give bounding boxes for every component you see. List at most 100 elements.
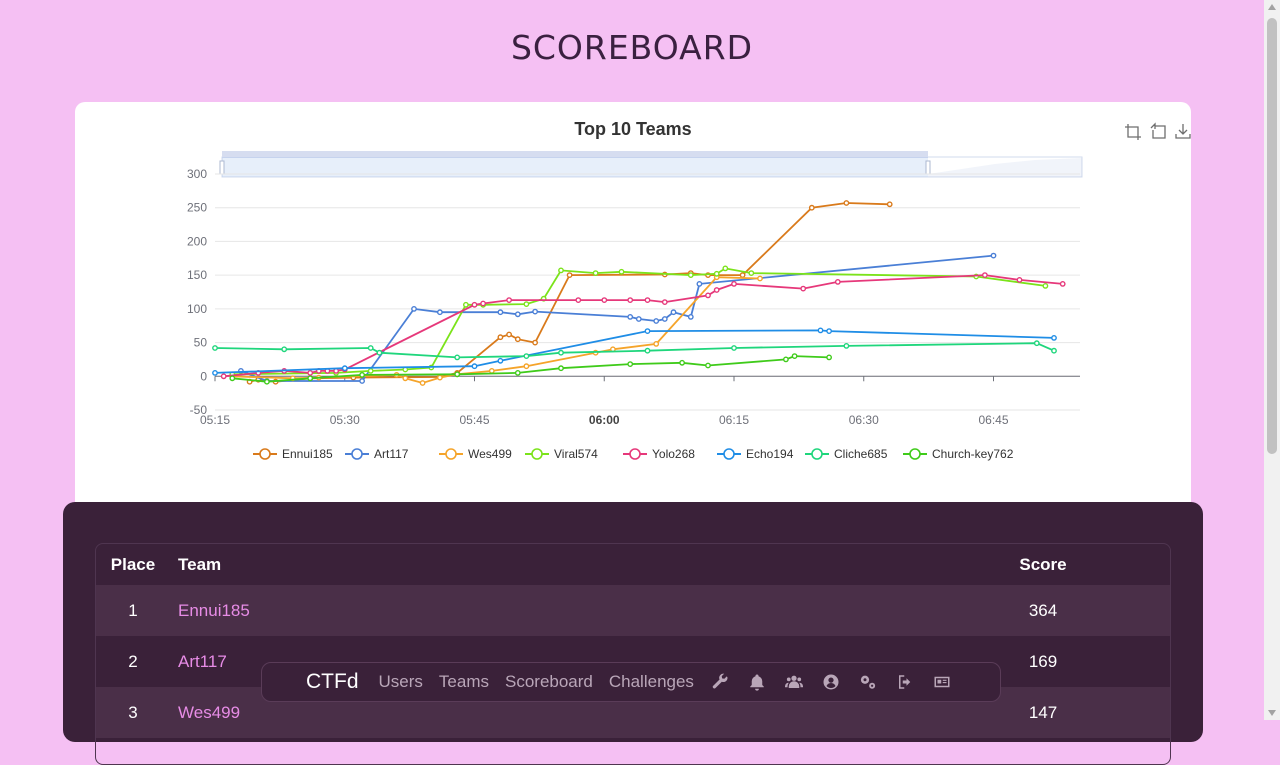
series-point — [514, 336, 521, 343]
series-point — [653, 340, 660, 347]
team-link[interactable]: Wes499 — [178, 702, 241, 722]
series-point — [722, 265, 729, 272]
series-point — [532, 308, 538, 315]
series-point — [462, 301, 469, 308]
series-point — [367, 367, 374, 374]
series-point — [506, 331, 512, 338]
user-circle-icon[interactable] — [821, 672, 841, 692]
series-point — [497, 309, 504, 316]
chart-card: Top 10 Teams 300 250 200 150 100 50 0 -50 05:15 05… — [75, 102, 1191, 522]
header-team: Team — [178, 554, 222, 574]
bell-icon[interactable] — [747, 672, 767, 692]
header-score: Score — [1019, 554, 1067, 574]
x-tick-label: 06:15 — [719, 413, 749, 427]
restore-icon-glyph — [1150, 122, 1166, 139]
legend-item[interactable]: Ennui185 — [282, 447, 333, 461]
series-point — [281, 346, 288, 353]
series-point — [644, 328, 651, 335]
series-point — [826, 328, 832, 335]
scroll-up-arrow[interactable] — [1268, 4, 1276, 10]
series-point — [791, 353, 798, 360]
series-point — [705, 362, 711, 369]
series-point — [808, 204, 815, 211]
x-tick-label: 06:45 — [978, 413, 1008, 427]
series-point — [471, 363, 478, 370]
table-row: 2 Art117 169 — [96, 636, 1170, 687]
legend-item[interactable]: Echo194 — [746, 447, 794, 461]
series-point — [376, 349, 383, 356]
series-line — [223, 274, 1063, 378]
series-line — [214, 342, 1055, 359]
series-point — [419, 380, 426, 386]
series-point — [748, 270, 755, 277]
scoreboard-table: Place Team Score 1 Ennui185 364 2 Art117… — [95, 543, 1171, 765]
bottom-navbar: CTFd Users Teams Scoreboard Challenges — [261, 662, 1001, 702]
series-point — [212, 345, 218, 351]
legend-marker — [723, 448, 735, 460]
series-point — [618, 268, 625, 275]
chart-title: Top 10 Teams — [574, 119, 691, 139]
legend-marker — [629, 448, 641, 460]
series-point — [436, 309, 443, 316]
legend-item[interactable]: Art117 — [374, 447, 409, 461]
legend-item[interactable]: Yolo268 — [652, 447, 695, 461]
series-point — [212, 369, 218, 376]
nav-scoreboard[interactable]: Scoreboard — [504, 672, 593, 691]
legend-item[interactable]: Church-key762 — [932, 447, 1014, 461]
series-point — [1042, 282, 1049, 289]
scroll-thumb[interactable] — [1267, 18, 1277, 454]
team-link[interactable]: Ennui185 — [178, 600, 250, 620]
x-tick-label: 05:45 — [459, 413, 489, 427]
series-point — [627, 313, 634, 320]
series-point — [411, 305, 417, 312]
series-point — [843, 342, 850, 349]
row-score: 169 — [1028, 651, 1058, 671]
series-point — [679, 359, 685, 366]
legend-marker — [531, 448, 543, 460]
scroll-down-arrow[interactable] — [1268, 710, 1276, 716]
series-point — [558, 267, 564, 274]
download-icon[interactable] — [1175, 124, 1191, 139]
x-tick-label: 05:15 — [200, 413, 230, 427]
series-point — [523, 353, 530, 360]
nav-users[interactable]: Users — [378, 672, 423, 691]
legend-marker — [445, 448, 457, 460]
series-point — [436, 374, 443, 381]
series-point — [220, 373, 227, 380]
x-tick-label: 06:00 — [589, 413, 620, 427]
table-row: 1 Ennui185 364 — [96, 585, 1170, 636]
series-point — [523, 363, 530, 370]
series-point — [982, 272, 988, 279]
series-point — [635, 316, 642, 322]
page-scrollbar[interactable] — [1264, 0, 1280, 720]
datazoom-handle-right[interactable] — [925, 160, 931, 175]
zoom-icon[interactable] — [1125, 124, 1141, 140]
series-point — [834, 278, 841, 285]
series-point — [1051, 334, 1057, 341]
gears-icon[interactable] — [858, 672, 878, 692]
restore-icon[interactable] — [1150, 122, 1166, 139]
logout-icon[interactable] — [895, 672, 915, 692]
header-place: Place — [110, 554, 156, 574]
datazoom-handle-left[interactable] — [219, 160, 225, 175]
id-card-icon[interactable] — [932, 672, 952, 692]
series-point — [575, 297, 582, 304]
series-line — [232, 267, 1046, 376]
y-tick-label: -50 — [190, 403, 208, 417]
team-link[interactable]: Art117 — [178, 651, 227, 671]
nav-teams[interactable]: Teams — [438, 672, 489, 691]
legend-item[interactable]: Wes499 — [468, 447, 512, 461]
legend-marker — [351, 448, 363, 460]
series-point — [367, 345, 374, 351]
scoreboard-panel: Place Team Score 1 Ennui185 364 2 Art117… — [63, 502, 1203, 765]
series-point — [826, 354, 832, 361]
brand-link[interactable]: CTFd — [306, 670, 359, 693]
series-point — [307, 369, 314, 376]
series-point — [558, 365, 564, 372]
legend-marker — [909, 448, 921, 460]
users-icon[interactable] — [784, 672, 804, 692]
nav-challenges[interactable]: Challenges — [608, 672, 694, 691]
legend-item[interactable]: Viral574 — [554, 447, 598, 461]
legend-item[interactable]: Cliche685 — [834, 447, 888, 461]
wrench-icon[interactable] — [710, 672, 730, 692]
